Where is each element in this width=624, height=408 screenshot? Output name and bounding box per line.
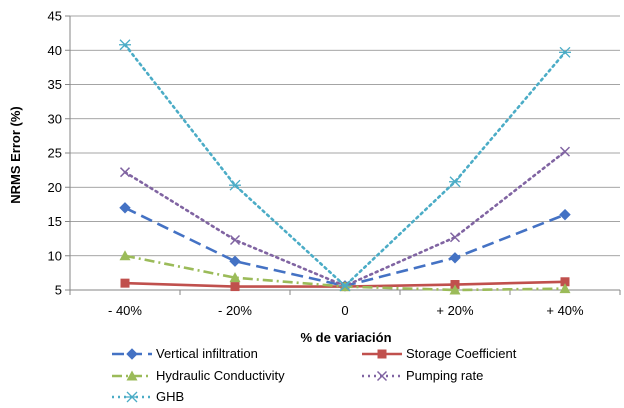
gridlines <box>70 15 620 257</box>
data-point-ghb <box>119 39 131 51</box>
y-tick-label: 45 <box>48 9 62 24</box>
data-point-storage-coefficient <box>230 282 240 292</box>
data-point-ghb <box>559 46 571 58</box>
legend-marker <box>126 391 138 403</box>
legend-marker <box>126 370 138 381</box>
data-point-ghb <box>339 280 351 292</box>
axes: 5 10 15 20 25 30 35 40 45 - 40% - 20% 0 + 20% + 40% <box>48 9 621 318</box>
data-point-hydraulic-conductivity <box>229 272 241 283</box>
legend-marker <box>376 370 388 382</box>
y-tick-label: 30 <box>48 111 62 126</box>
series-line-vertical-infiltration <box>124 206 566 288</box>
y-tick-label: 15 <box>48 214 62 229</box>
data-point-hydraulic-conductivity <box>119 250 131 261</box>
data-point-ghb <box>449 176 461 188</box>
x-tick-label: + 20% <box>436 303 474 318</box>
legend-item-hydraulic-conductivity: Hydraulic Conductivity <box>112 368 285 383</box>
series-line-ghb <box>123 43 567 288</box>
data-point-vertical-infiltration <box>229 255 241 267</box>
data-point-pumping-rate <box>229 234 241 246</box>
legend-marker <box>377 349 387 359</box>
legend: Vertical infiltration Storage Coefficient… <box>112 346 517 404</box>
y-tick-label: 35 <box>48 77 62 92</box>
legend-label: Vertical infiltration <box>156 346 258 361</box>
legend-item-ghb: GHB <box>112 389 184 404</box>
x-axis-title: % de variación <box>300 330 391 345</box>
y-axis-title: NRMS Error (%) <box>8 106 23 204</box>
legend-item-pumping-rate: Pumping rate <box>362 368 483 383</box>
x-tick-label: + 40% <box>546 303 584 318</box>
legend-label: Pumping rate <box>406 368 483 383</box>
y-tick-label: 40 <box>48 43 62 58</box>
legend-marker <box>126 348 138 360</box>
series-lines <box>119 39 571 295</box>
y-tick-label: 5 <box>55 283 62 298</box>
y-tick-label: 10 <box>48 248 62 263</box>
data-point-hydraulic-conductivity <box>449 284 461 295</box>
series-line-pumping-rate <box>123 150 567 288</box>
data-point-vertical-infiltration <box>119 202 131 214</box>
data-point-vertical-infiltration <box>559 208 571 221</box>
legend-label: Storage Coefficient <box>406 346 517 361</box>
legend-item-storage-coefficient: Storage Coefficient <box>362 346 517 361</box>
data-point-vertical-infiltration <box>449 252 461 264</box>
x-tick-label: - 20% <box>218 303 252 318</box>
data-point-storage-coefficient <box>560 277 570 287</box>
data-point-pumping-rate <box>449 232 461 243</box>
legend-label: Hydraulic Conductivity <box>156 368 285 383</box>
legend-label: GHB <box>156 389 184 404</box>
data-point-pumping-rate <box>119 167 131 178</box>
data-point-hydraulic-conductivity <box>559 283 571 294</box>
data-point-ghb <box>229 179 241 191</box>
data-point-pumping-rate <box>559 146 571 157</box>
x-tick-label: - 40% <box>108 303 142 318</box>
legend-item-vertical-infiltration: Vertical infiltration <box>112 346 258 361</box>
data-point-storage-coefficient <box>120 278 130 288</box>
y-tick-label: 25 <box>48 146 62 161</box>
y-tick-label: 20 <box>48 180 62 195</box>
x-tick-label: 0 <box>341 303 348 318</box>
